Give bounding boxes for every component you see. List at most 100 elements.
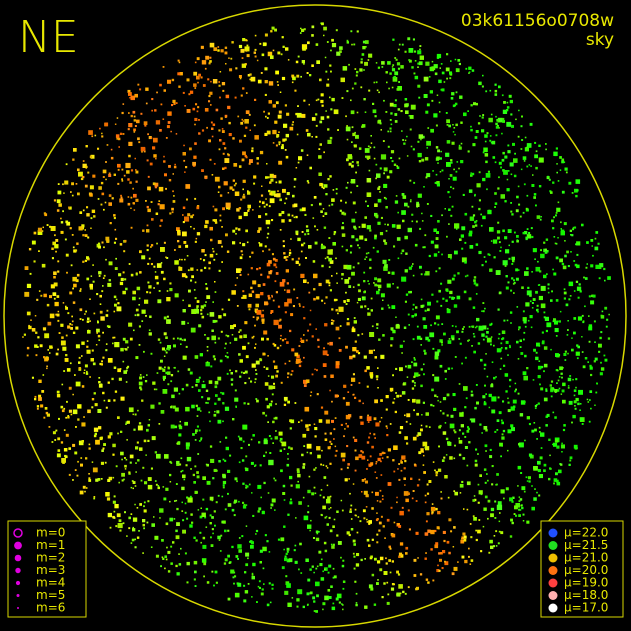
star	[380, 399, 383, 402]
star	[329, 341, 333, 346]
star	[477, 342, 481, 345]
star	[494, 89, 498, 93]
star	[135, 180, 138, 183]
star	[395, 58, 398, 61]
star	[88, 479, 92, 482]
star	[464, 261, 467, 264]
star	[225, 334, 228, 337]
star	[48, 426, 51, 428]
star	[509, 385, 511, 388]
star	[247, 303, 252, 308]
star	[128, 472, 131, 475]
star	[195, 432, 197, 434]
star	[323, 34, 325, 37]
star	[324, 184, 328, 188]
star	[150, 244, 154, 247]
star	[218, 460, 221, 463]
star	[424, 273, 427, 276]
star	[151, 523, 155, 527]
star	[496, 348, 501, 353]
star	[182, 309, 186, 313]
star	[482, 114, 485, 116]
star	[290, 484, 293, 487]
star	[317, 98, 320, 101]
star	[125, 381, 128, 383]
star	[342, 587, 345, 590]
star	[84, 259, 87, 262]
star	[139, 88, 142, 91]
star	[107, 282, 112, 287]
star	[64, 238, 67, 241]
star	[129, 97, 131, 99]
star	[443, 81, 446, 83]
star	[81, 224, 85, 228]
star	[102, 447, 105, 450]
star	[414, 384, 416, 387]
star	[295, 60, 299, 64]
star	[374, 203, 378, 207]
star	[54, 234, 56, 237]
star	[547, 283, 550, 286]
star	[574, 405, 576, 407]
star	[244, 590, 249, 594]
star	[176, 462, 180, 466]
star	[146, 244, 149, 247]
star	[291, 81, 294, 84]
star	[178, 245, 182, 248]
star	[162, 66, 165, 68]
star	[159, 129, 162, 132]
star	[173, 165, 177, 169]
star	[139, 271, 142, 274]
star	[169, 517, 174, 522]
star	[86, 349, 91, 354]
star	[114, 303, 117, 307]
star	[287, 400, 290, 404]
star	[91, 209, 96, 213]
star	[125, 348, 128, 351]
star	[38, 290, 41, 292]
star	[478, 519, 481, 521]
star	[557, 201, 560, 204]
star	[587, 361, 589, 363]
star	[278, 180, 282, 184]
star	[465, 67, 468, 70]
star	[280, 146, 284, 150]
star	[506, 106, 510, 109]
star	[60, 221, 64, 224]
star	[114, 123, 117, 125]
star	[65, 433, 69, 437]
star	[380, 216, 383, 219]
star	[421, 212, 423, 215]
star	[352, 436, 355, 439]
star	[323, 347, 325, 350]
star	[456, 68, 458, 70]
star	[113, 217, 116, 220]
star	[84, 364, 88, 368]
star	[178, 61, 181, 64]
star	[108, 279, 111, 282]
star	[562, 382, 566, 387]
star	[175, 102, 178, 104]
star	[320, 93, 324, 97]
star	[366, 441, 370, 444]
star	[311, 34, 314, 37]
star	[374, 356, 377, 359]
star	[190, 468, 192, 470]
star	[259, 358, 263, 362]
star	[538, 360, 541, 362]
star	[105, 343, 108, 345]
star	[496, 419, 500, 422]
star	[599, 372, 603, 376]
star	[220, 117, 223, 120]
star	[314, 492, 317, 495]
star	[375, 62, 378, 64]
star	[523, 331, 526, 334]
star	[335, 364, 340, 369]
star	[495, 530, 498, 533]
star	[400, 252, 403, 255]
star	[267, 421, 269, 423]
star	[209, 56, 212, 59]
star	[375, 462, 377, 465]
star	[72, 287, 74, 290]
star	[300, 27, 302, 30]
